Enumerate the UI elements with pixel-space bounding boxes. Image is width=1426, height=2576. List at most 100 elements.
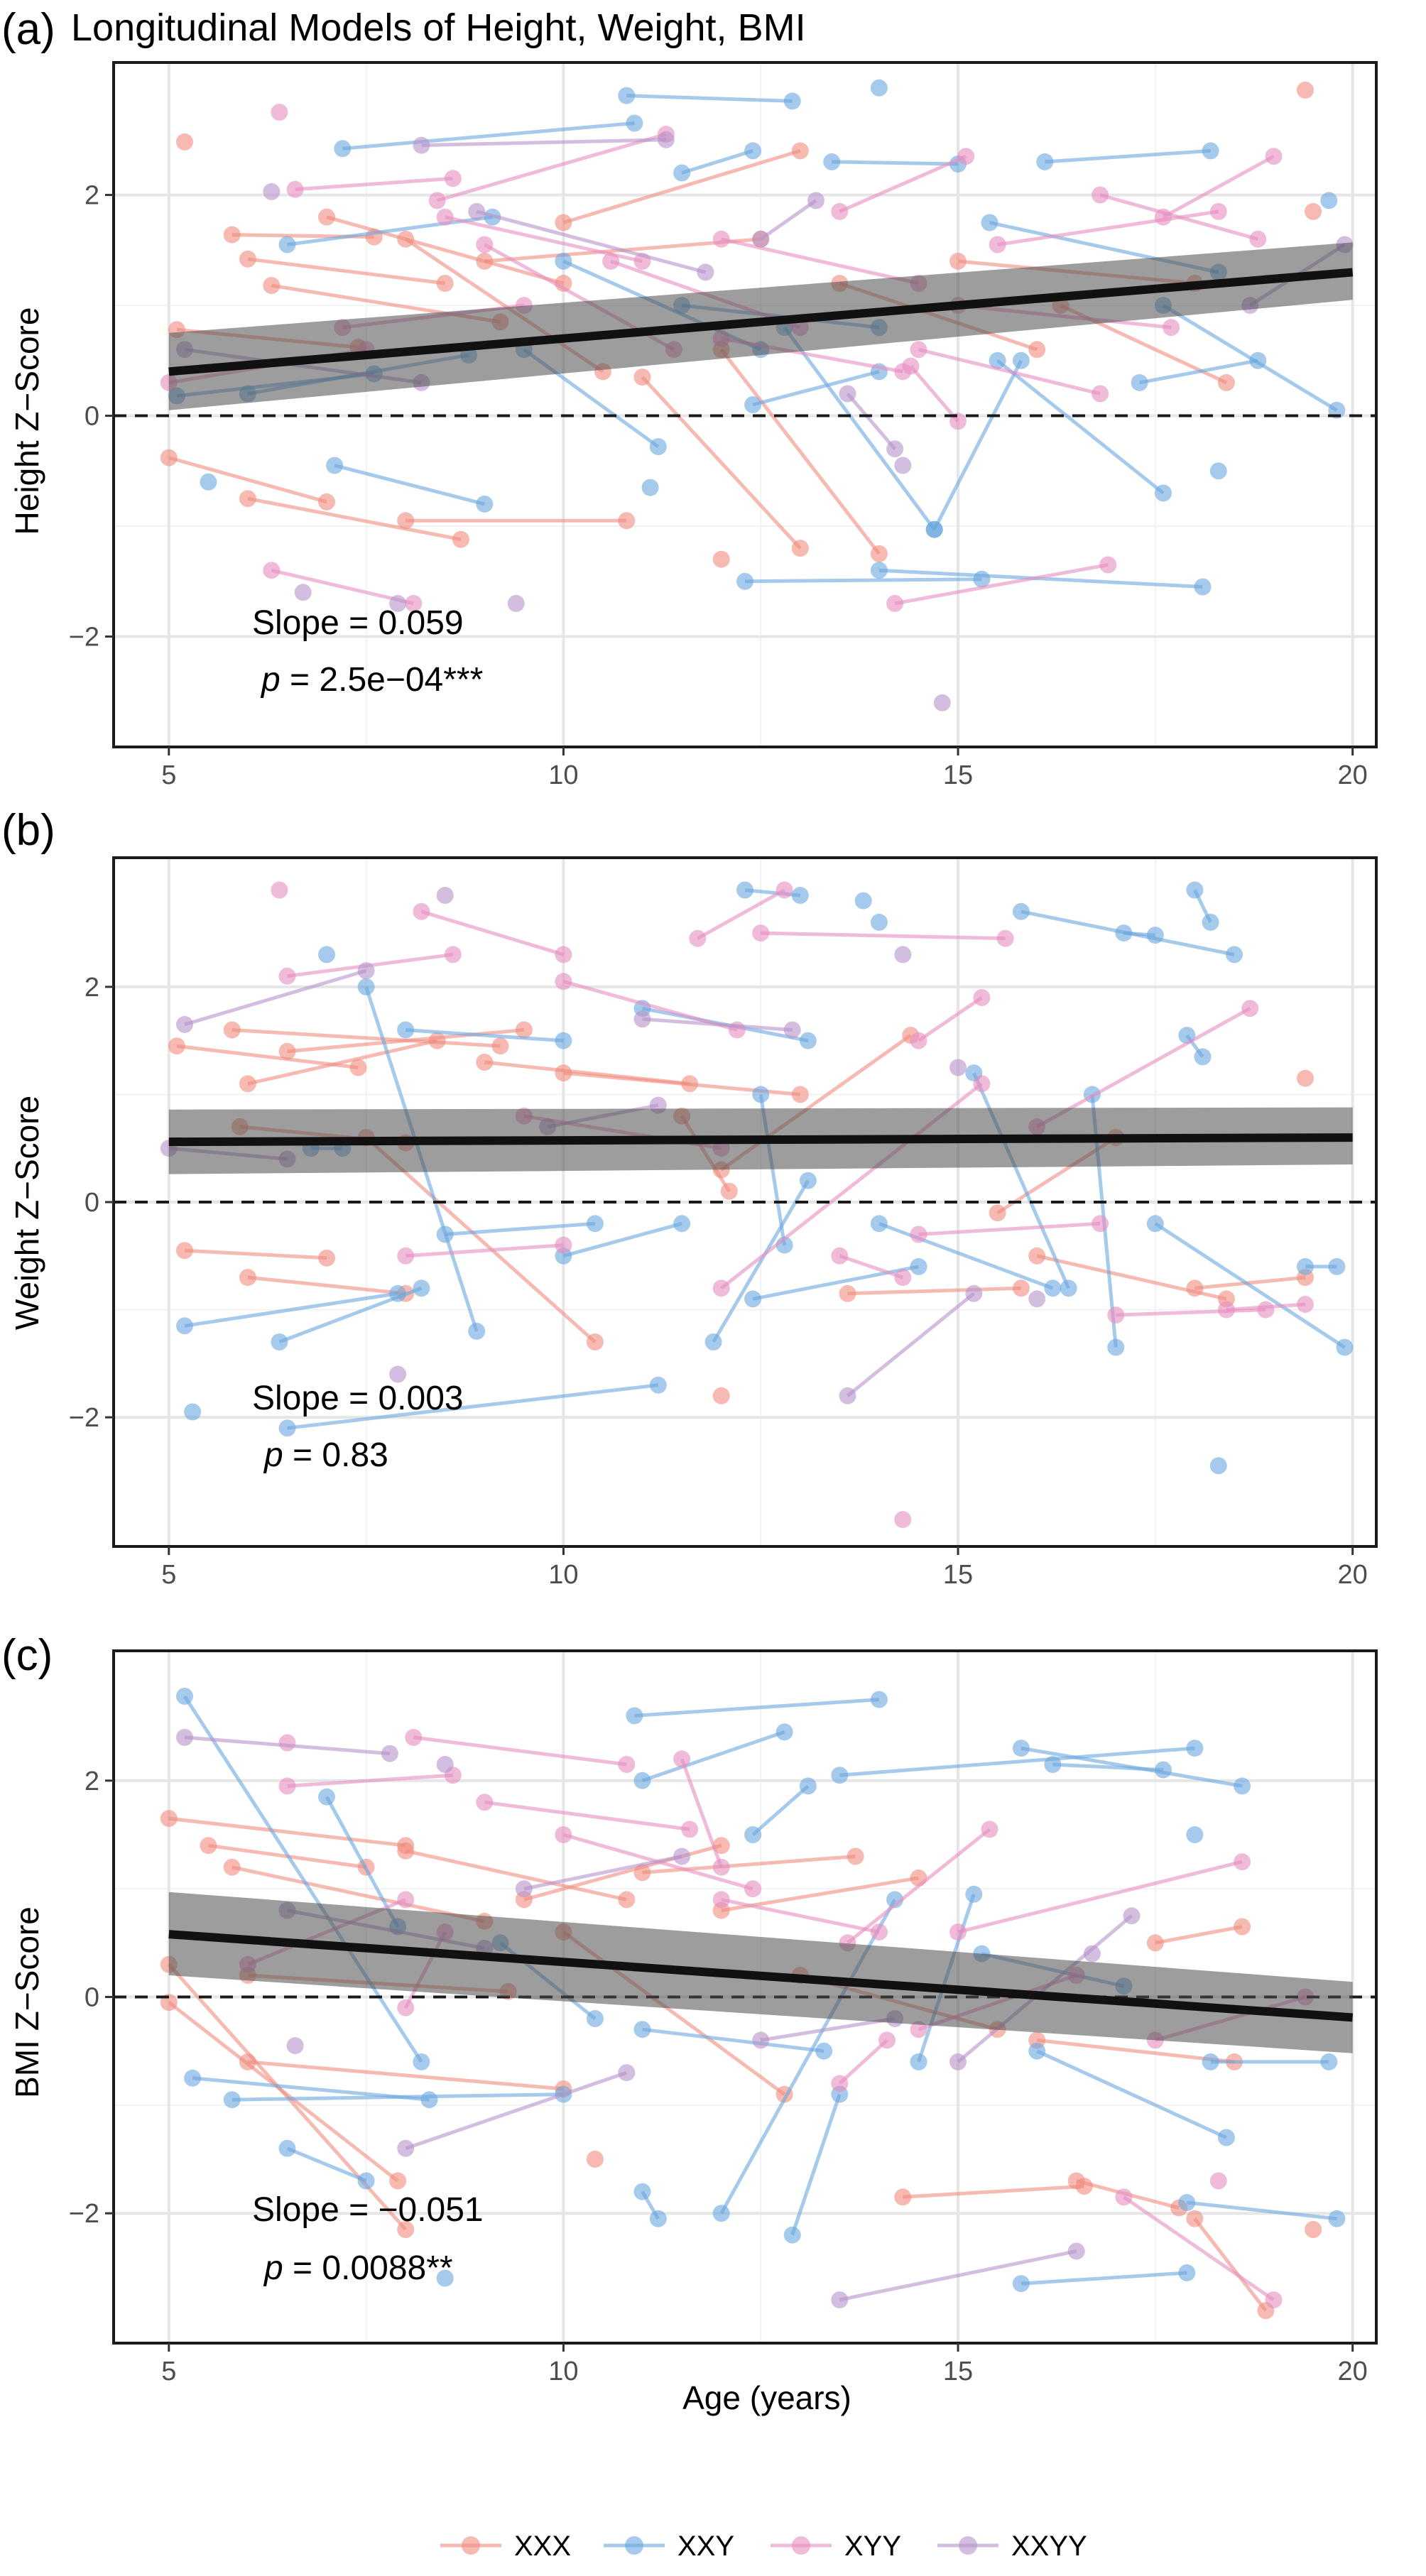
data-point (413, 1279, 430, 1297)
data-point (278, 2139, 296, 2157)
plot-area-bmi: 5 10 15 20 −2 0 2 (69, 1649, 1378, 2386)
data-point (476, 495, 494, 513)
data-point (989, 236, 1006, 253)
data-point (223, 226, 241, 244)
data-point (318, 946, 335, 964)
data-point (949, 1059, 967, 1076)
trajectory-line (184, 1248, 327, 1260)
data-point (278, 1734, 296, 1752)
data-point (894, 1511, 912, 1529)
data-point (555, 1032, 572, 1049)
trajectory-line (642, 2027, 824, 2053)
trajectory-line (761, 931, 1006, 941)
data-point (831, 202, 849, 220)
data-point (681, 1821, 699, 1838)
y-tick-label: 2 (85, 181, 99, 211)
trajectory-line (1052, 1762, 1164, 1772)
data-point (436, 1756, 454, 1773)
trajectory-line (932, 359, 1023, 530)
slope-annotation-height: Slope = 0.059 (252, 604, 464, 642)
data-point (1186, 881, 1204, 899)
series-xyy (271, 881, 1314, 1529)
data-point (989, 1204, 1006, 1222)
trajectory-line (1116, 1308, 1266, 1317)
data-point (326, 457, 344, 474)
trajectory-line (997, 209, 1219, 246)
data-point (712, 1837, 730, 1855)
p-annotation-bmi: p = 0.0088** (263, 2249, 453, 2287)
data-point (515, 1021, 533, 1039)
data-point (1234, 1853, 1251, 1871)
slope-annotation-weight: Slope = 0.003 (252, 1380, 464, 1417)
data-point (405, 594, 423, 612)
trajectory-line (721, 1897, 880, 1934)
data-point (436, 2269, 454, 2287)
trajectory-line (476, 209, 707, 274)
data-point (933, 694, 951, 711)
data-point (176, 1317, 193, 1335)
data-point (673, 164, 691, 182)
data-point (397, 1247, 415, 1265)
trajectory-line (957, 1860, 1243, 1934)
data-point (223, 2091, 241, 2109)
trajectory-line (562, 979, 738, 1032)
slope-annotation-bmi: Slope = −0.051 (252, 2191, 484, 2229)
data-point (1217, 2129, 1235, 2146)
trajectory-line (1187, 2200, 1337, 2221)
data-point (1209, 462, 1227, 480)
data-point (712, 230, 730, 248)
data-point (1099, 556, 1117, 574)
data-point (444, 170, 462, 187)
data-point (476, 1794, 494, 1811)
data-point (318, 493, 335, 511)
legend-swatch-point (792, 2536, 810, 2555)
data-point (586, 2151, 604, 2168)
data-point (555, 1826, 572, 1843)
data-point (1186, 1740, 1204, 1757)
data-point (349, 1059, 367, 1076)
trajectory-line (721, 237, 920, 285)
data-point (752, 924, 770, 942)
data-point (468, 202, 486, 220)
trajectory-line (232, 1865, 485, 1923)
data-point (468, 1322, 486, 1340)
trajectory-line (846, 1292, 975, 1397)
y-tick-label: 2 (85, 1767, 99, 1796)
regression-line (168, 268, 1354, 376)
data-point (586, 1333, 604, 1350)
data-point (1044, 1279, 1062, 1297)
data-point (1186, 1826, 1204, 1843)
legend-label: XXX (514, 2531, 571, 2562)
data-point (515, 1880, 533, 1898)
data-point (1044, 1756, 1062, 1773)
y-axis-title-bmi: BMI Z−Score (9, 1906, 45, 2098)
data-point (413, 2053, 430, 2070)
data-point (1305, 2221, 1322, 2238)
x-tick-label: 5 (161, 2357, 176, 2386)
data-point (555, 946, 572, 964)
data-point (1320, 2053, 1338, 2070)
x-tick-label: 10 (548, 760, 578, 790)
data-point (839, 1387, 856, 1404)
data-point (1226, 946, 1243, 964)
data-point (1234, 1777, 1251, 1795)
trajectory-line (342, 121, 635, 151)
data-point (1328, 1257, 1346, 1275)
regression-line (168, 1930, 1354, 2022)
data-point (436, 275, 454, 292)
data-point (1028, 2042, 1046, 2060)
trajectory-line (1122, 2195, 1275, 2302)
data-point (894, 457, 912, 474)
data-point (744, 1290, 762, 1308)
data-point (452, 530, 469, 548)
data-point (831, 1247, 849, 1265)
data-point (278, 1419, 296, 1437)
data-point (618, 87, 636, 104)
trajectory-line (846, 1828, 991, 1945)
trajectory-line (839, 1746, 1195, 1777)
trajectory-line (832, 160, 959, 166)
x-tick-label: 20 (1338, 1560, 1368, 1590)
data-point (965, 1885, 983, 1903)
data-point (1297, 1257, 1314, 1275)
data-point (1217, 373, 1235, 391)
